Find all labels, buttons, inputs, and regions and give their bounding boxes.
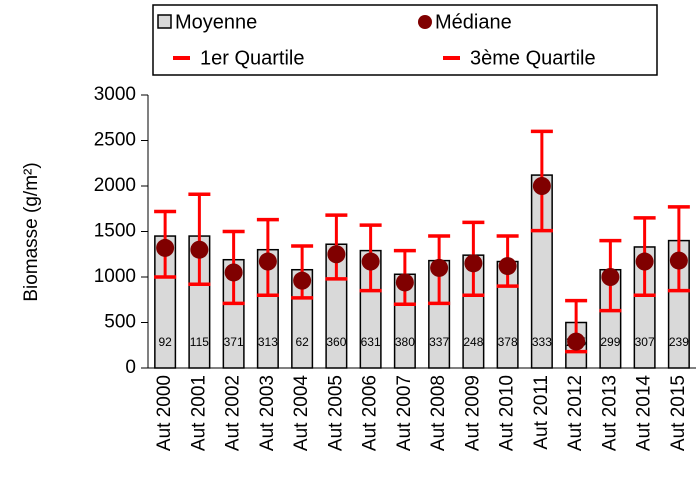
legend-label: 1er Quartile [200,47,305,69]
x-tick-label: Aut 2010 [497,375,518,451]
x-tick-label: Aut 2007 [394,375,415,451]
median-dot [224,263,243,282]
x-tick-label: Aut 2006 [360,375,381,451]
median-dot [532,177,551,195]
median-dot [395,273,414,292]
x-tick-label: Aut 2001 [188,375,209,451]
y-tick-label: 500 [104,312,136,333]
count-label: 371 [224,335,244,349]
median-dot [567,332,586,351]
median-dot [293,271,312,290]
count-label: 378 [498,335,518,349]
median-dot [190,240,209,259]
median-dot [361,252,380,271]
median-dot [430,258,449,277]
count-label: 248 [463,335,483,349]
legend-label: Moyenne [175,11,257,33]
count-label: 631 [361,335,381,349]
median-dot [498,257,517,276]
count-label: 92 [158,335,172,349]
count-label: 62 [295,335,309,349]
y-tick-label: 0 [125,357,136,378]
x-tick-label: Aut 2013 [599,375,620,451]
x-tick-label: Aut 2008 [428,375,449,451]
median-dot [258,252,277,271]
x-tick-label: Aut 2011 [531,375,552,450]
y-tick-label: 1500 [94,221,136,242]
legend-box [152,4,658,76]
x-tick-label: Aut 2002 [223,375,244,451]
x-tick-label: Aut 2000 [154,375,175,451]
count-label: 337 [429,335,449,349]
x-tick-label: Aut 2004 [291,375,312,451]
legend-label: 3ème Quartile [470,47,596,69]
y-tick-label: 2500 [94,130,136,151]
count-label: 380 [395,335,415,349]
median-dot [464,254,483,273]
x-tick-label: Aut 2012 [565,375,586,451]
count-label: 239 [669,335,689,349]
y-tick-label: 1000 [94,266,136,287]
x-tick-label: Aut 2015 [668,375,689,451]
count-label: 333 [532,335,552,349]
count-label: 307 [635,335,655,349]
median-dot [601,268,620,286]
count-label: 313 [258,335,278,349]
legend-swatch [157,14,172,29]
y-axis-label: Biomasse (g/m²) [21,162,42,301]
x-tick-label: Aut 2005 [325,375,346,451]
count-label: 360 [326,335,346,349]
median-dot [327,245,346,264]
median-dot [669,251,688,270]
median-dot [156,238,175,257]
legend-label: Médiane [435,11,512,33]
count-label: 115 [190,335,209,349]
x-tick-label: Aut 2014 [634,375,655,451]
y-tick-label: 2000 [94,175,136,196]
count-label: 299 [600,335,620,349]
x-tick-label: Aut 2003 [257,375,278,451]
median-dot [635,252,654,271]
legend-swatch [418,15,432,29]
x-tick-label: Aut 2009 [462,375,483,451]
y-tick-label: 3000 [94,84,136,105]
